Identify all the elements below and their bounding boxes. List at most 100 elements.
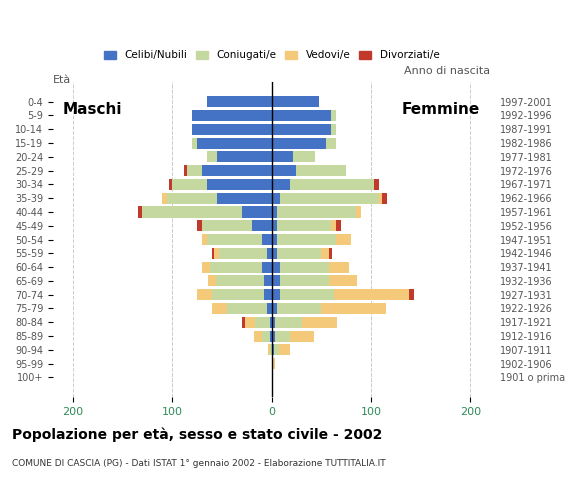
Bar	[271, 331, 274, 342]
Bar	[192, 110, 271, 121]
Text: Popolazione per età, sesso e stato civile - 2002: Popolazione per età, sesso e stato civil…	[12, 428, 382, 442]
Bar	[382, 192, 387, 204]
Bar	[184, 165, 187, 176]
Bar	[271, 138, 327, 149]
Bar	[280, 289, 334, 300]
Bar	[207, 234, 262, 245]
Bar	[212, 248, 214, 259]
Bar	[202, 220, 252, 231]
Bar	[267, 344, 270, 355]
Bar	[274, 344, 278, 355]
Bar	[197, 289, 212, 300]
Bar	[329, 276, 357, 287]
Text: Femmine: Femmine	[402, 102, 480, 117]
Bar	[280, 192, 379, 204]
Bar	[271, 344, 274, 355]
Bar	[271, 110, 331, 121]
Text: Anno di nascita: Anno di nascita	[404, 66, 490, 75]
Bar	[271, 317, 274, 328]
Bar	[270, 344, 271, 355]
Bar	[271, 303, 277, 314]
Bar	[336, 234, 351, 245]
Bar	[214, 248, 219, 259]
Bar	[274, 317, 302, 328]
Bar	[329, 248, 332, 259]
Text: Maschi: Maschi	[63, 102, 122, 117]
Bar	[202, 165, 271, 176]
Bar	[280, 262, 329, 273]
Bar	[271, 206, 277, 217]
Bar	[216, 276, 264, 287]
Bar	[278, 344, 291, 355]
Bar	[277, 206, 356, 217]
Bar	[409, 289, 414, 300]
Bar	[270, 331, 271, 342]
Bar	[252, 220, 271, 231]
Bar	[208, 276, 216, 287]
Bar	[207, 96, 271, 107]
Bar	[336, 220, 341, 231]
Bar	[207, 151, 217, 162]
Bar	[197, 138, 271, 149]
Bar	[289, 331, 314, 342]
Text: COMUNE DI CASCIA (PG) - Dati ISTAT 1° gennaio 2002 - Elaborazione TUTTITALIA.IT: COMUNE DI CASCIA (PG) - Dati ISTAT 1° ge…	[12, 458, 385, 468]
Bar	[202, 262, 210, 273]
Bar	[271, 165, 296, 176]
Bar	[271, 220, 277, 231]
Bar	[331, 110, 336, 121]
Bar	[271, 151, 293, 162]
Bar	[267, 303, 271, 314]
Bar	[255, 317, 270, 328]
Bar	[262, 234, 271, 245]
Bar	[207, 179, 271, 190]
Bar	[187, 165, 202, 176]
Bar	[212, 289, 264, 300]
Bar	[253, 331, 262, 342]
Bar	[271, 179, 289, 190]
Bar	[329, 262, 349, 273]
Bar	[327, 138, 336, 149]
Bar	[219, 248, 267, 259]
Bar	[217, 192, 271, 204]
Bar	[172, 179, 207, 190]
Bar	[331, 124, 336, 135]
Bar	[331, 220, 336, 231]
Bar	[321, 248, 329, 259]
Bar	[242, 206, 271, 217]
Bar	[271, 234, 277, 245]
Bar	[274, 331, 289, 342]
Bar	[374, 179, 379, 190]
Bar	[271, 192, 280, 204]
Legend: Celibi/Nubili, Coniugati/e, Vedovi/e, Divorziati/e: Celibi/Nubili, Coniugati/e, Vedovi/e, Di…	[100, 46, 444, 64]
Bar	[271, 262, 280, 273]
Bar	[264, 276, 271, 287]
Bar	[262, 262, 271, 273]
Bar	[277, 248, 321, 259]
Bar	[271, 289, 280, 300]
Bar	[167, 192, 217, 204]
Bar	[271, 248, 277, 259]
Bar	[137, 206, 143, 217]
Bar	[277, 220, 331, 231]
Bar	[379, 192, 382, 204]
Bar	[192, 124, 271, 135]
Bar	[242, 317, 245, 328]
Text: Età: Età	[53, 75, 71, 85]
Bar	[289, 179, 374, 190]
Bar	[277, 234, 336, 245]
Bar	[293, 151, 316, 162]
Bar	[302, 317, 337, 328]
Bar	[262, 331, 270, 342]
Bar	[296, 165, 346, 176]
Bar	[270, 317, 271, 328]
Bar	[356, 206, 361, 217]
Bar	[192, 138, 197, 149]
Bar	[271, 96, 320, 107]
Bar	[162, 192, 167, 204]
Bar	[197, 220, 202, 231]
Bar	[321, 303, 386, 314]
Bar	[271, 276, 280, 287]
Bar	[210, 262, 262, 273]
Bar	[267, 248, 271, 259]
Bar	[271, 124, 331, 135]
